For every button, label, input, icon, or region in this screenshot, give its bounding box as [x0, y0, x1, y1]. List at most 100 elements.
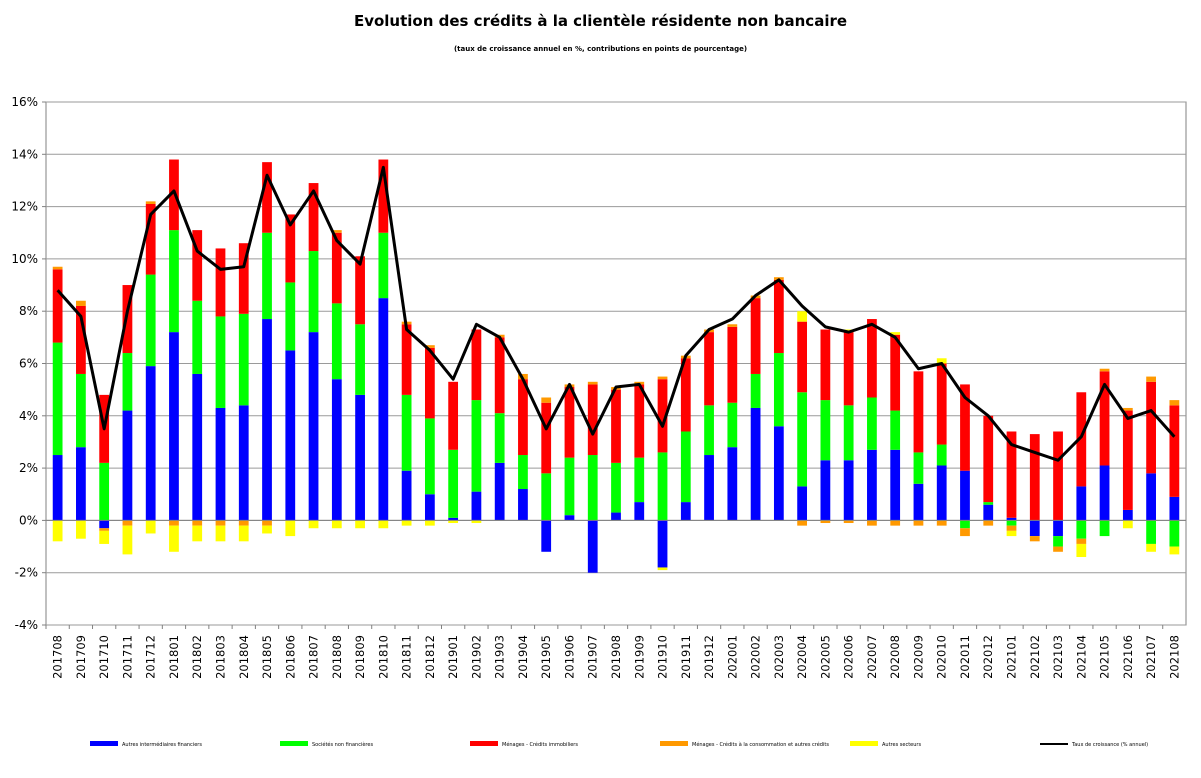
bar-segment	[1122, 407, 1133, 411]
xtick-label: 201912	[702, 635, 716, 679]
bar-segment	[122, 285, 133, 354]
bar-segment	[448, 520, 459, 524]
bar-segment	[1006, 525, 1017, 531]
bar-segment	[1169, 405, 1180, 497]
xtick-label: 202006	[842, 635, 856, 679]
bar-segment	[611, 512, 621, 521]
bar-segment	[1169, 400, 1180, 406]
xtick-label: 201808	[330, 635, 344, 679]
bar-segment	[1099, 520, 1110, 537]
bar-segment	[1029, 434, 1040, 521]
legend-label: Ménages - Crédits à la consommation et a…	[692, 741, 829, 748]
bar-segment	[355, 394, 365, 521]
bar-segment	[1146, 376, 1156, 382]
bar-segment	[1076, 392, 1087, 487]
bar-segment	[587, 455, 598, 521]
xtick-label: 201709	[74, 635, 88, 679]
bar-segment	[378, 232, 389, 299]
bar-segment	[424, 345, 435, 348]
bar-segment	[890, 449, 901, 521]
legend-swatch	[470, 741, 498, 746]
bar-segment	[983, 502, 994, 505]
xtick-label: 201807	[307, 635, 321, 679]
bar-segment	[99, 530, 110, 544]
bar-segment	[262, 319, 272, 521]
xtick-label: 201905	[539, 635, 553, 679]
bar-segment	[867, 520, 877, 526]
bar-segment	[541, 397, 552, 403]
legend-label: Autres intermédiaires financiers	[122, 741, 202, 748]
bar-segment	[611, 389, 621, 463]
bar-segment	[936, 444, 947, 466]
legend-label: Autres secteurs	[882, 742, 921, 748]
bar-segment	[471, 400, 482, 492]
bar-segment	[238, 520, 249, 526]
bar-segment	[99, 520, 110, 529]
bar-segment	[773, 426, 784, 521]
bar-segment	[145, 274, 156, 367]
bar-segment	[122, 353, 133, 411]
xtick-label: 202008	[888, 635, 902, 679]
xtick-label: 201712	[144, 635, 158, 679]
bar-segment	[262, 232, 272, 320]
bar-segment	[494, 413, 505, 463]
bar-segment	[1099, 368, 1110, 372]
bar-segment	[471, 520, 482, 524]
bar-segment	[215, 248, 226, 317]
bar-segment	[843, 405, 854, 461]
bar-segment	[611, 462, 621, 513]
chart-title: Evolution des crédits à la clientèle rés…	[353, 12, 848, 30]
legend-swatch	[660, 741, 688, 746]
bar-segment	[913, 483, 924, 521]
xtick-label: 201809	[353, 635, 367, 679]
bar-segment	[285, 282, 296, 351]
bar-segment	[541, 402, 552, 474]
ytick-label: 16%	[11, 95, 38, 109]
bar-segment	[1076, 543, 1087, 558]
bar-segment	[99, 462, 110, 521]
ytick-label: -2%	[15, 566, 38, 580]
bar-segment	[657, 452, 668, 521]
bar-segment	[1122, 509, 1133, 521]
ytick-label: 2%	[19, 461, 38, 475]
bar-segment	[192, 230, 203, 301]
bar-segment	[773, 353, 784, 427]
bar-segment	[215, 520, 226, 526]
bar-segment	[262, 162, 272, 233]
xtick-label: 201901	[446, 635, 460, 679]
bar-segment	[541, 473, 552, 521]
bar-segment	[913, 452, 924, 484]
bar-segment	[704, 455, 714, 521]
chart-subtitle: (taux de croissance annuel en %, contrib…	[453, 45, 748, 53]
bar-segment	[1006, 530, 1017, 537]
total-growth-line	[56, 165, 1176, 462]
xtick-label: 202108	[1167, 635, 1181, 679]
xtick-label: 201903	[493, 635, 507, 679]
bar-segment	[1006, 520, 1017, 526]
bar-segment	[960, 470, 970, 521]
bar-segment	[145, 201, 156, 204]
bar-segment	[76, 300, 86, 306]
bar-segment	[913, 520, 924, 526]
bar-segment	[983, 504, 994, 521]
bar-segment	[890, 520, 901, 526]
legend-label: Taux de croissance (% annuel)	[1071, 742, 1148, 748]
xtick-label: 201801	[167, 635, 181, 679]
bar-segment	[1146, 381, 1156, 474]
bar-segment	[215, 525, 226, 542]
bar-segment	[424, 418, 435, 495]
bar-segment	[773, 279, 784, 354]
bar-segment	[52, 455, 63, 521]
xtick-label: 201904	[516, 635, 530, 679]
xtick-label: 201910	[656, 635, 670, 679]
bar-segment	[238, 313, 249, 406]
xtick-label: 202007	[865, 635, 879, 679]
bar-segment	[843, 520, 854, 524]
ytick-label: 0%	[19, 513, 38, 527]
bar-segment	[331, 232, 342, 304]
bar-segment	[564, 457, 575, 516]
bar-segment	[960, 528, 970, 537]
ytick-label: 6%	[19, 357, 38, 371]
bar-segment	[634, 384, 645, 458]
bar-segment	[262, 520, 272, 526]
